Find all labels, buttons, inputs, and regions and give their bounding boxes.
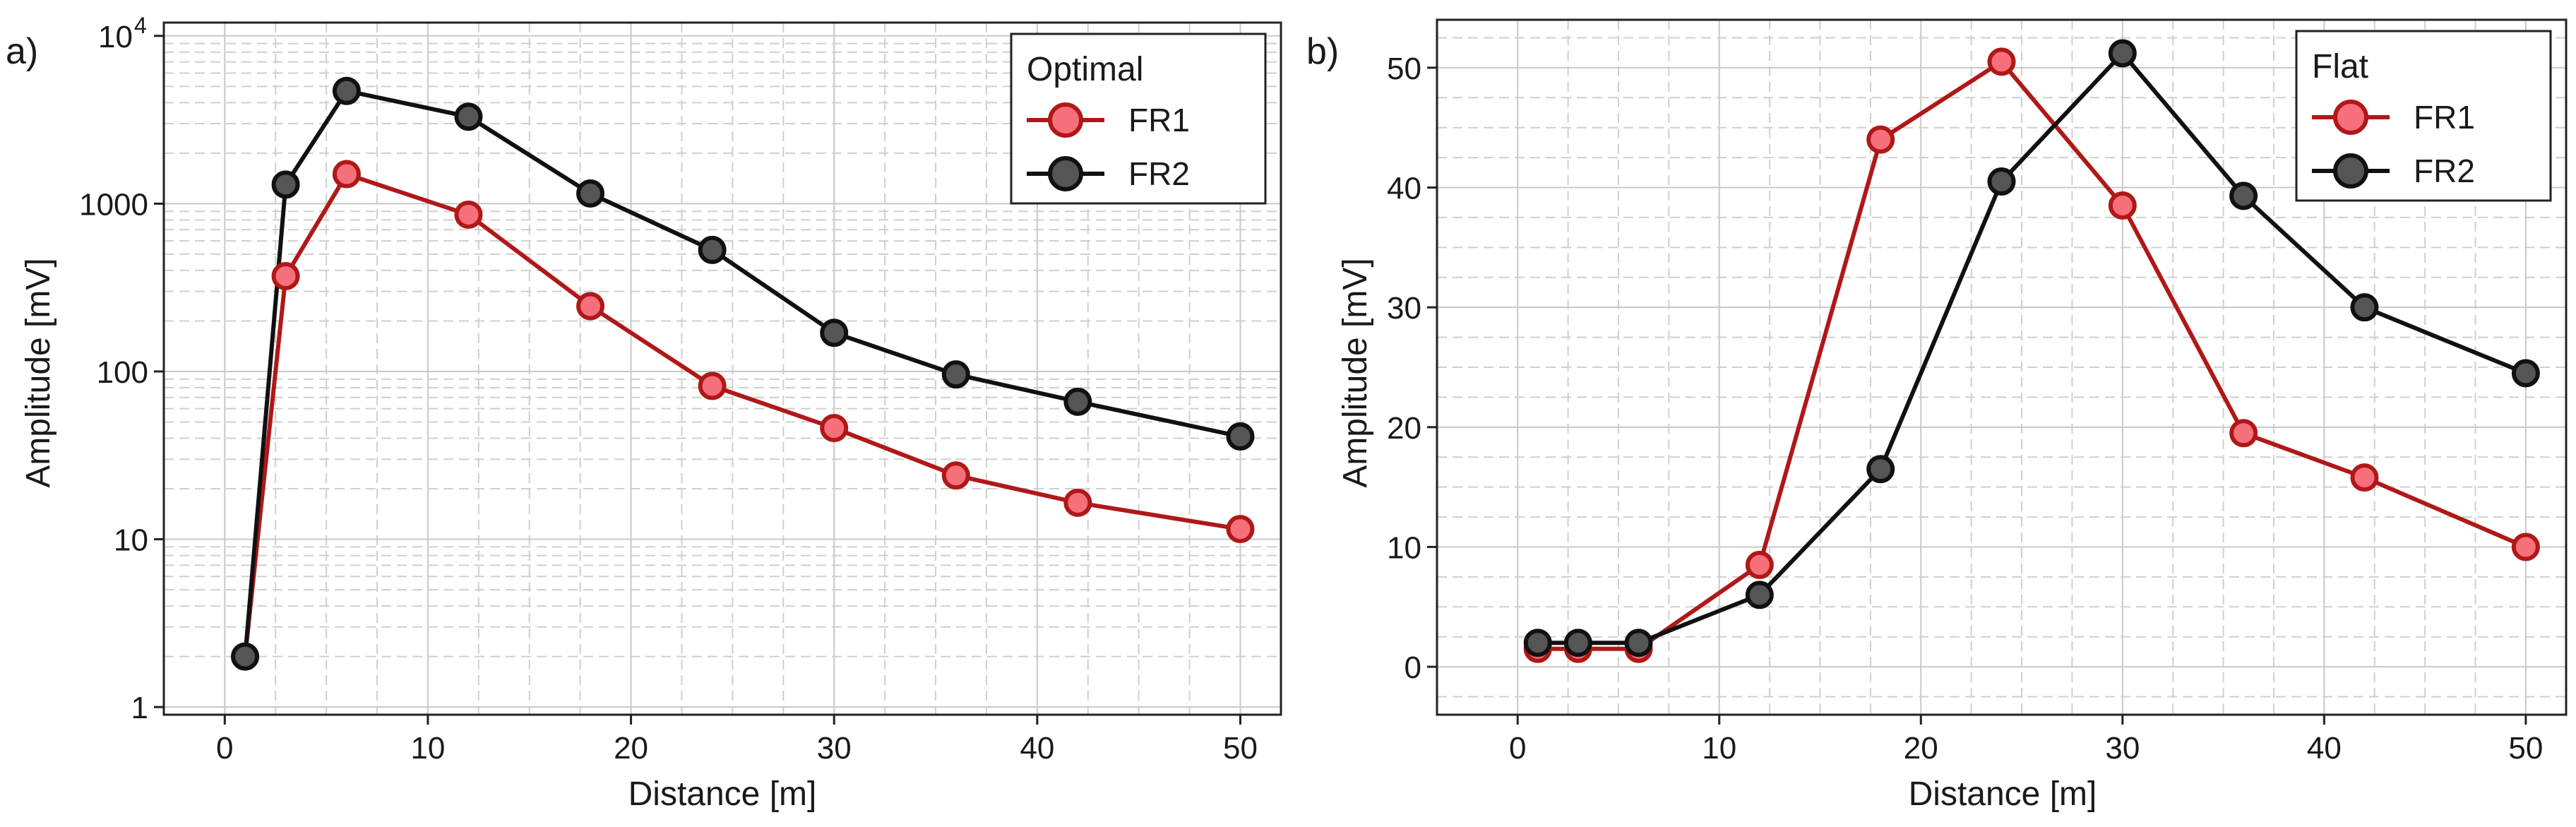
legend-marker (2333, 153, 2368, 189)
series-fr2-point (1866, 455, 1895, 484)
panel-a-xlabel: Distance [m] (628, 775, 817, 813)
series-fr2-point (2511, 359, 2540, 388)
panel-a-frame (162, 21, 1282, 716)
series-fr1-point (1866, 125, 1895, 154)
series-fr2-point (332, 76, 361, 105)
y-tick-label: 20 (1387, 411, 1421, 446)
series-fr2-point (2108, 39, 2137, 68)
y-tick-label: 10 (114, 523, 148, 558)
series-fr2-point (1745, 581, 1774, 609)
x-tick-label: 0 (1509, 731, 1526, 766)
y-tick-label: 100 (97, 355, 148, 390)
series-fr2-point (2229, 182, 2258, 210)
series-fr2-point (1624, 629, 1653, 658)
x-tick-label: 40 (2307, 731, 2342, 766)
series-fr2-point (820, 319, 849, 347)
legend-label: FR1 (1128, 102, 1190, 138)
series-fr1-point (1063, 488, 1092, 517)
x-tick-label: 50 (2508, 731, 2543, 766)
series-fr2-point (231, 642, 260, 671)
panel-b-plot: 0 10 20 30 40 50 0 10 20 30 40 50 Flat FR1 FR2 (1387, 18, 2568, 766)
panel-a-ylabel: Amplitude [mV] (20, 258, 57, 487)
legend-marker (1048, 102, 1083, 138)
y-tick-label: 10 (98, 20, 133, 54)
series-fr2-point (1563, 629, 1592, 658)
series-fr1-line (243, 172, 1241, 657)
series-fr1-point (820, 414, 849, 443)
y-tick-label: 10 (1387, 530, 1421, 565)
y-tick-label: 1000 (79, 187, 148, 222)
legend-marker (2333, 100, 2368, 135)
series-fr2-point (941, 360, 970, 389)
panel-a-grid (164, 23, 1281, 715)
panel-b-frame (1436, 18, 2568, 716)
panel-b-label: b) (1306, 31, 1339, 72)
legend-label: FR2 (2414, 153, 2475, 189)
x-tick-label: 40 (1020, 731, 1054, 766)
legend-title: Optimal (1027, 51, 1143, 88)
y-tick-label: 1 (131, 691, 148, 725)
x-tick-label: 20 (614, 731, 648, 766)
series-fr2-point (2350, 293, 2379, 322)
series-fr2-point (576, 179, 605, 208)
series-fr2-point (271, 170, 300, 199)
series-fr1-point (271, 261, 300, 290)
x-tick-label: 50 (1223, 731, 1258, 766)
panel-b-ylabel: Amplitude [mV] (1337, 258, 1374, 487)
series-fr2-point (1987, 167, 2016, 196)
x-tick-label: 20 (1904, 731, 1938, 766)
series-fr1-point (2108, 191, 2137, 220)
series-fr2-point (1063, 387, 1092, 416)
panel-b-legend: Flat FR1 FR2 (2295, 30, 2552, 202)
legend-label: FR2 (1128, 155, 1190, 192)
y-tick-label: 50 (1387, 52, 1421, 86)
legend-label: FR1 (2414, 99, 2475, 136)
series-fr2-point (698, 235, 727, 264)
panel-b-xlabel: Distance [m] (1909, 775, 2097, 813)
legend-title: Flat (2312, 48, 2368, 85)
series-fr2-line (1537, 51, 2527, 645)
panel-a-legend: Optimal FR1 FR2 (1010, 32, 1267, 205)
series-fr2-point (1226, 422, 1255, 451)
series-fr1-point (1987, 47, 2016, 76)
series-fr2-line (243, 88, 1241, 657)
x-tick-label: 0 (216, 731, 233, 766)
y-tick-label: 30 (1387, 291, 1421, 326)
series-fr1-point (698, 371, 727, 400)
y-tick-label: 0 (1405, 650, 1421, 685)
x-tick-label: 30 (2105, 731, 2140, 766)
series-fr2-point (454, 102, 483, 131)
series-fr1-point (454, 200, 483, 229)
series-fr1-point (2350, 463, 2379, 492)
series-fr1-point (576, 292, 605, 321)
series-fr1-point (1226, 515, 1255, 544)
series-fr1-line (1537, 59, 2527, 651)
panel-a-label: a) (6, 31, 38, 72)
series-fr1-point (2229, 419, 2258, 448)
x-tick-label: 10 (1702, 731, 1736, 766)
series-fr1-point (941, 461, 970, 490)
y-tick-exponent: 4 (134, 13, 147, 38)
legend-marker (1048, 156, 1083, 191)
y-tick-label: 40 (1387, 172, 1421, 206)
series-fr1-point (332, 160, 361, 189)
series-fr1-point (2511, 533, 2540, 561)
series-fr2-point (1523, 629, 1552, 658)
x-tick-label: 10 (410, 731, 445, 766)
series-fr1-point (1745, 550, 1774, 579)
x-tick-label: 30 (817, 731, 852, 766)
